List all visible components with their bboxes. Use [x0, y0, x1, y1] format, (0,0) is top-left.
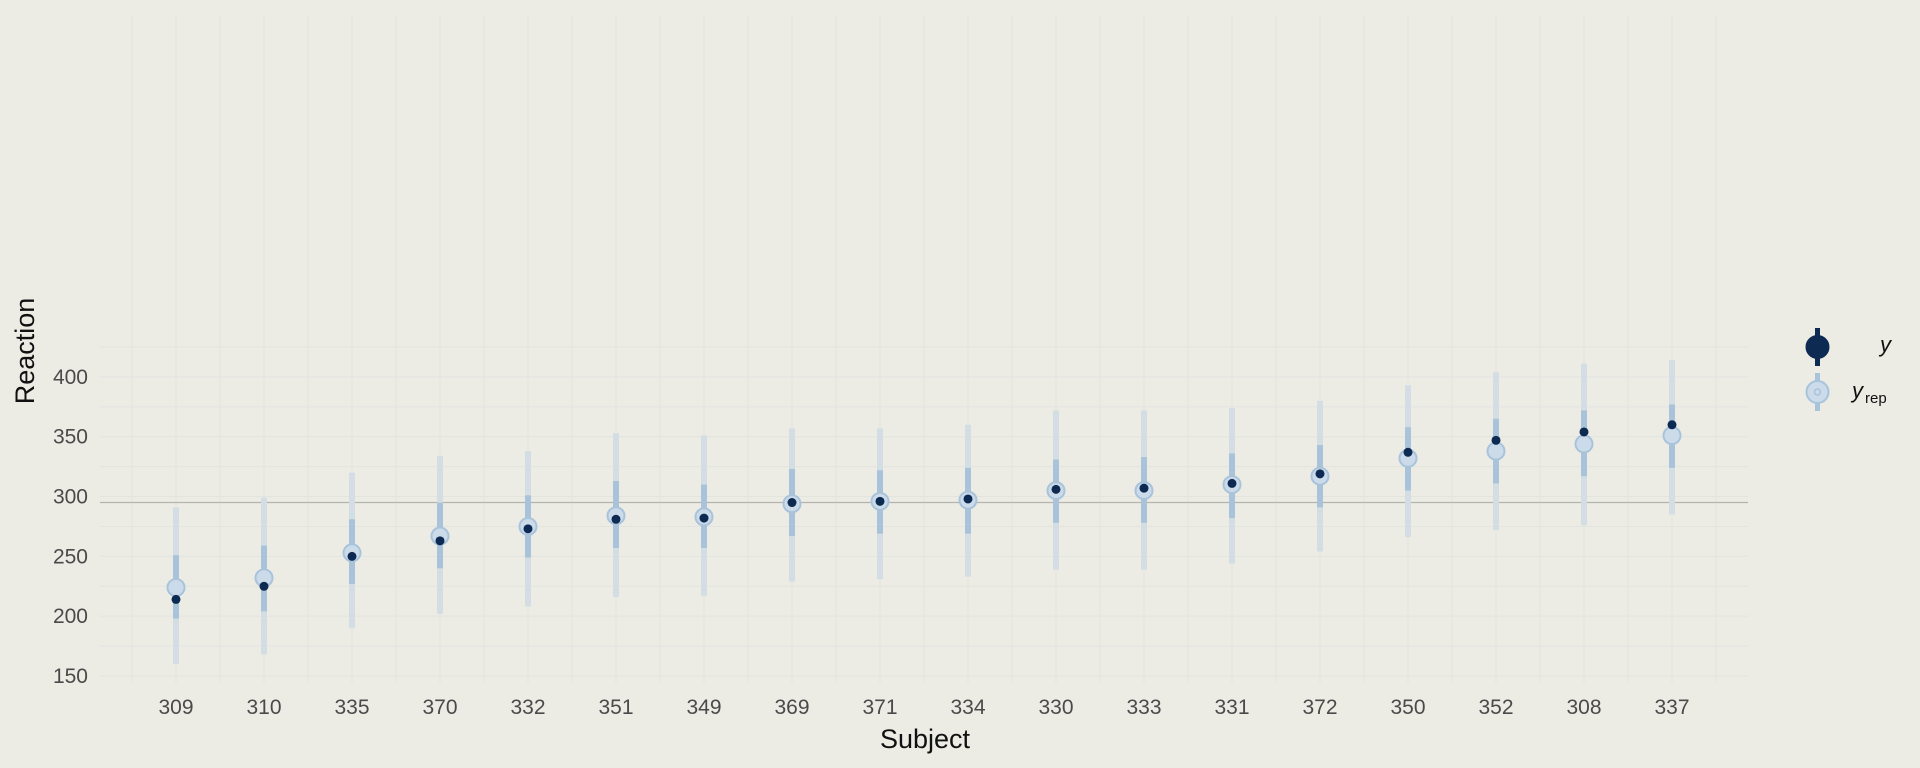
x-axis-title: Subject	[880, 724, 971, 754]
x-tick-label: 369	[774, 696, 809, 719]
x-tick-label: 370	[422, 696, 457, 719]
y-point	[259, 581, 269, 591]
x-tick-label: 333	[1126, 696, 1161, 719]
yrep-point	[1486, 441, 1506, 461]
x-tick-label: 309	[158, 696, 193, 719]
y-point	[1403, 447, 1413, 457]
x-tick-label: 349	[686, 696, 721, 719]
y-point	[963, 494, 973, 504]
yrep-point	[166, 577, 186, 597]
x-tick-label: 334	[950, 696, 985, 719]
y-point	[171, 594, 181, 604]
y-point	[875, 496, 885, 506]
yrep-point	[1662, 426, 1682, 446]
x-tick-label: 330	[1038, 696, 1073, 719]
legend-yrep-inner-dot	[1813, 388, 1822, 396]
legend-yrep-key	[1805, 373, 1830, 411]
x-tick-label: 352	[1478, 696, 1513, 719]
x-axis-ticks: 309 310 335 370 332 351 349 369 371 334 330 333 331 3…	[158, 696, 1689, 719]
y-axis-title: Reaction	[10, 298, 40, 405]
y-point	[1667, 420, 1677, 430]
y-tick-label: 200	[53, 605, 88, 628]
y-points	[171, 420, 1677, 604]
y-point	[611, 514, 621, 524]
x-tick-label: 372	[1302, 696, 1337, 719]
legend-yrep-label-base: y	[1850, 378, 1865, 403]
x-tick-label: 371	[862, 696, 897, 719]
x-tick-label: 350	[1390, 696, 1425, 719]
y-tick-label: 400	[53, 366, 88, 389]
legend-yrep-label: y rep	[1850, 378, 1887, 407]
legend: y y rep	[1805, 328, 1893, 411]
y-point	[523, 524, 533, 534]
y-tick-label: 250	[53, 545, 88, 568]
y-point	[787, 498, 797, 508]
x-tick-label: 331	[1214, 696, 1249, 719]
yrep-point	[1574, 434, 1594, 454]
x-tick-label: 308	[1566, 696, 1601, 719]
y-point	[1491, 435, 1501, 445]
x-tick-label: 310	[246, 696, 281, 719]
x-tick-label: 337	[1654, 696, 1689, 719]
y-axis-ticks: 150 200 250 300 350 400	[53, 366, 88, 688]
legend-y-key	[1805, 328, 1830, 366]
legend-yrep-point	[1805, 380, 1830, 404]
x-tick-label: 335	[334, 696, 369, 719]
y-point	[1051, 484, 1061, 494]
y-point	[435, 536, 445, 546]
y-tick-label: 350	[53, 426, 88, 449]
y-point	[1579, 427, 1589, 437]
x-tick-label: 332	[510, 696, 545, 719]
y-tick-label: 300	[53, 486, 88, 509]
y-point	[1227, 478, 1237, 488]
y-point	[347, 551, 357, 561]
y-point	[1139, 483, 1149, 493]
legend-y-point	[1805, 335, 1830, 359]
legend-y-label: y	[1878, 332, 1893, 357]
y-point	[699, 513, 709, 523]
legend-yrep-label-sub: rep	[1865, 390, 1887, 407]
y-tick-label: 150	[53, 665, 88, 688]
y-point	[1315, 469, 1325, 479]
x-tick-label: 351	[598, 696, 633, 719]
